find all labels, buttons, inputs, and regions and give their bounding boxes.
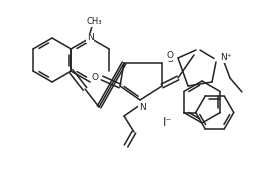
- Text: CH₃: CH₃: [86, 18, 102, 27]
- Text: O: O: [92, 73, 99, 82]
- Text: N: N: [139, 104, 145, 113]
- Text: I⁻: I⁻: [163, 115, 173, 129]
- Text: O: O: [167, 50, 174, 59]
- Text: N⁺: N⁺: [220, 54, 232, 63]
- Text: N: N: [87, 33, 93, 42]
- Text: S: S: [167, 55, 173, 64]
